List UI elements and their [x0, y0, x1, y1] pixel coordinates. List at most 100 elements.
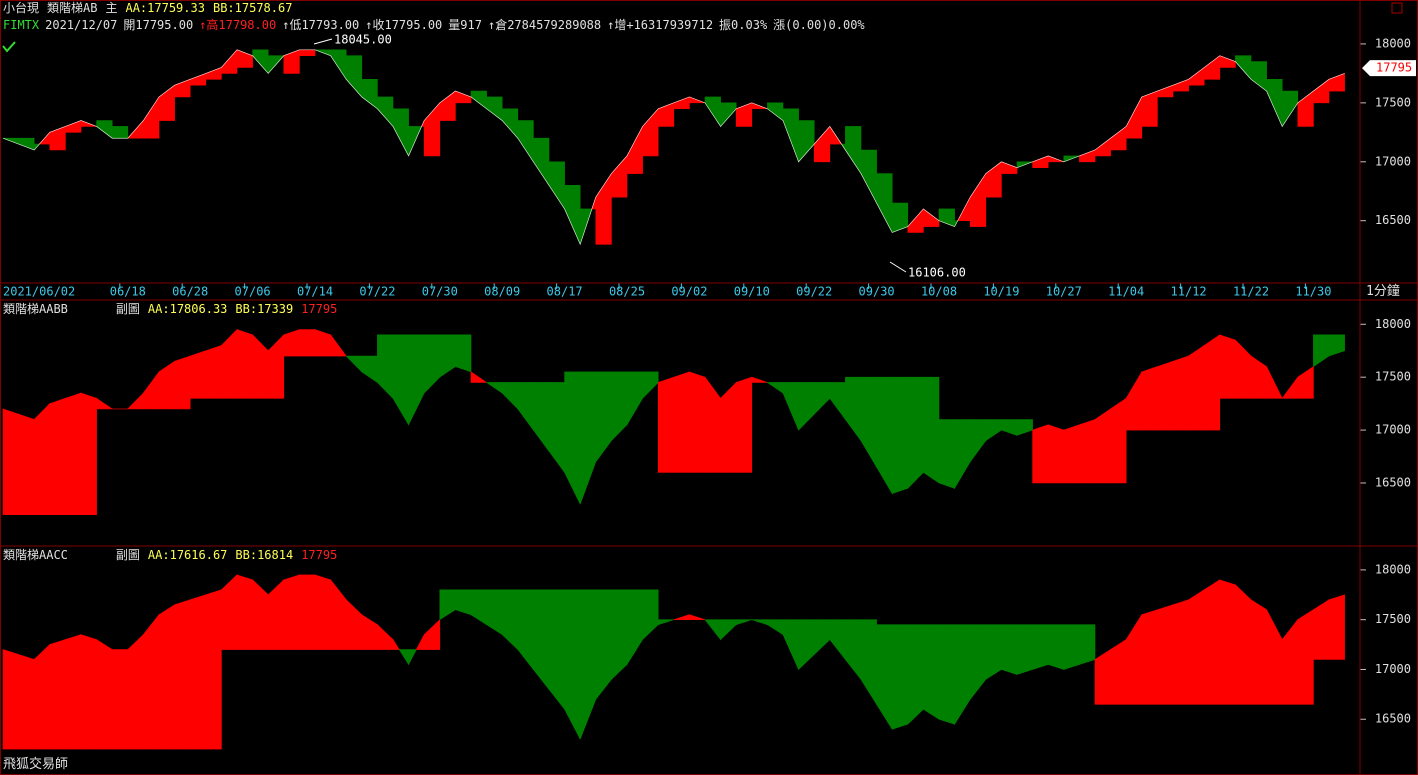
up-fill: [330, 333, 347, 357]
price-tag-label: 17795: [1376, 61, 1412, 75]
down-fill: [829, 619, 846, 661]
up-fill: [221, 328, 238, 399]
down-fill: [1016, 624, 1033, 675]
down-fill: [720, 619, 737, 641]
up-fill: [127, 633, 144, 750]
up-fill: [49, 125, 66, 151]
up-fill: [1219, 579, 1236, 705]
up-fill: [1281, 376, 1299, 399]
up-fill: [236, 329, 253, 399]
up-fill: [704, 376, 721, 473]
up-fill: [1172, 599, 1189, 705]
y-tick-label: 17000: [1375, 662, 1411, 676]
down-fill: [564, 371, 581, 505]
up-fill: [221, 49, 238, 74]
up-fill: [158, 604, 175, 750]
x-tick-label: 10/08: [921, 285, 957, 299]
down-fill: [845, 619, 862, 681]
down-fill: [548, 161, 565, 210]
x-tick-label: 11/22: [1233, 285, 1269, 299]
panel-header: 類階梯AACC 副圖 AA:17616.67 BB:16814 17795: [3, 548, 337, 562]
down-fill: [486, 589, 503, 636]
down-fill: [766, 382, 784, 394]
x-tick-label: 09/02: [671, 285, 707, 299]
up-fill: [439, 90, 456, 121]
x-tick-label: 10/19: [983, 285, 1019, 299]
down-fill: [860, 619, 877, 706]
down-fill: [1001, 419, 1018, 436]
up-fill: [1125, 613, 1143, 705]
up-fill: [1281, 618, 1299, 705]
panel-title: 類階梯AACC: [3, 548, 68, 562]
up-fill: [158, 360, 175, 410]
down-fill: [954, 419, 971, 490]
down-fill: [486, 96, 503, 122]
interval-label: 1分鐘: [1366, 284, 1400, 299]
down-fill: [611, 371, 628, 442]
down-fill: [782, 382, 799, 431]
x-tick-label: 06/18: [110, 285, 146, 299]
down-fill: [439, 334, 456, 378]
up-fill: [1219, 55, 1236, 68]
up-fill: [299, 49, 316, 57]
up-fill: [1094, 649, 1111, 705]
quote-line: FIMTX 2021/12/07 開17795.00 ↑高17798.00 ↑低…: [3, 18, 865, 32]
x-tick-label: 11/30: [1295, 285, 1331, 299]
down-fill: [782, 108, 799, 162]
down-fill: [798, 382, 815, 431]
down-fill: [891, 376, 909, 494]
down-fill: [398, 649, 409, 666]
down-fill: [111, 126, 129, 139]
y-tick-label: 17500: [1375, 95, 1411, 109]
interval[interactable]: 1分鐘: [1366, 285, 1400, 299]
up-fill: [689, 371, 706, 473]
down-fill: [533, 137, 550, 187]
down-fill: [533, 382, 550, 453]
up-fill: [1313, 599, 1330, 660]
up-fill: [751, 376, 768, 383]
down-fill: [704, 96, 721, 128]
up-fill: [1079, 419, 1096, 484]
down-fill: [845, 126, 862, 175]
up-fill: [1203, 334, 1221, 431]
down-fill: [735, 619, 752, 626]
down-fill: [345, 55, 363, 98]
up-fill: [1235, 584, 1252, 705]
up-fill: [1157, 604, 1174, 705]
up-fill: [1110, 397, 1127, 484]
down-fill: [813, 382, 831, 415]
up-fill: [345, 599, 363, 650]
down-fill: [923, 624, 940, 720]
bb: BB:17339: [235, 302, 294, 316]
up-fill: [330, 578, 347, 650]
panel-plot: 16500 17000 17500 18000: [2, 562, 1411, 750]
up-fill: [1094, 408, 1111, 484]
code: FIMTX: [3, 18, 40, 32]
open: 開17795.00: [123, 18, 194, 32]
down-fill: [1079, 624, 1096, 665]
down-fill: [392, 108, 409, 157]
x-tick-label: 2021/06/02: [3, 285, 75, 299]
bb: BB:17578.67: [212, 1, 293, 15]
down-fill: [423, 334, 441, 394]
y-tick-label: 18000: [1375, 36, 1411, 50]
up-fill: [1141, 366, 1158, 431]
y-tick-label: 17500: [1375, 370, 1411, 384]
up-fill: [735, 376, 753, 473]
price-line: [2, 49, 1345, 246]
panel-plot: 16500 17000 17500 18000 2021/06/02 06/18 06/28…: [2, 33, 1416, 299]
up-fill: [969, 172, 987, 227]
up-fill: [1141, 609, 1158, 705]
up-fill: [1001, 161, 1018, 174]
header-line: 小台現 類階梯AB 主 AA:17759.33 BB:17578.67: [3, 1, 292, 15]
up-fill: [236, 574, 253, 650]
last: 17795: [301, 548, 338, 562]
menu-icon[interactable]: [1391, 2, 1403, 14]
down-fill: [501, 382, 519, 410]
down-fill: [938, 624, 955, 725]
study: 類階梯AB: [47, 1, 98, 15]
up-fill: [470, 371, 488, 383]
up-fill: [189, 350, 207, 399]
check-icon: [2, 41, 16, 53]
